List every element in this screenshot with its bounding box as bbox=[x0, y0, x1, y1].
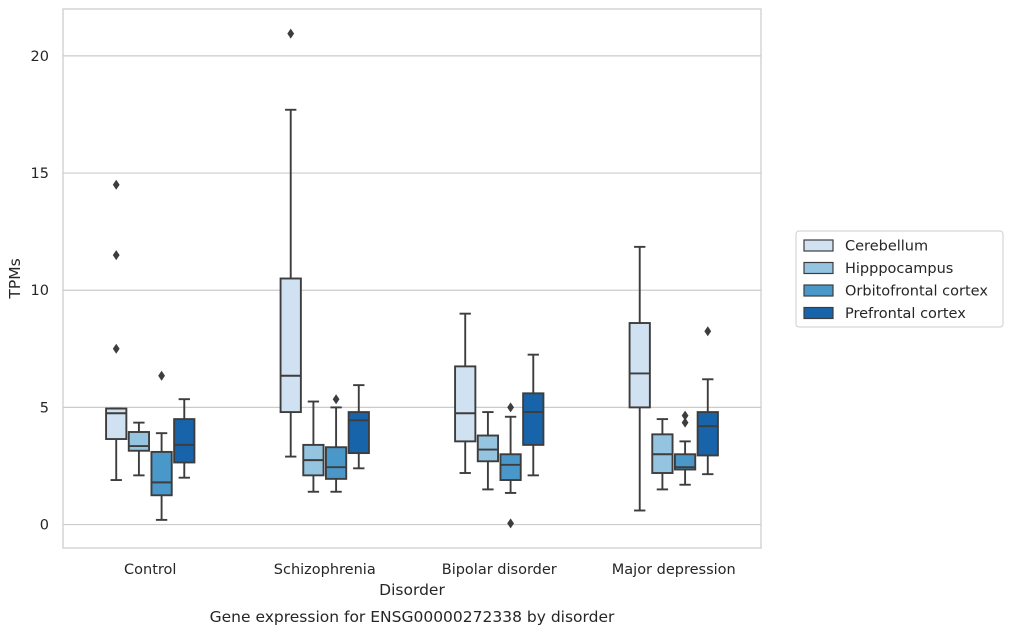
outlier-point bbox=[507, 402, 514, 413]
legend-label: Orbitofrontal cortex bbox=[845, 284, 988, 300]
outlier-point bbox=[158, 370, 165, 381]
outlier-point bbox=[112, 179, 120, 190]
y-tick-label: 20 bbox=[31, 49, 49, 65]
box bbox=[105, 407, 128, 440]
box-group bbox=[454, 312, 545, 529]
outlier-point bbox=[681, 417, 689, 428]
outlier-point bbox=[681, 410, 689, 421]
legend: Cerebellum Hipppocampus Orbitofrontal cort… bbox=[795, 230, 1004, 328]
box bbox=[696, 411, 719, 457]
box bbox=[522, 392, 545, 446]
legend-swatch bbox=[803, 284, 834, 297]
box bbox=[628, 322, 651, 409]
legend-label: Prefrontal cortex bbox=[845, 306, 966, 322]
box bbox=[173, 418, 196, 464]
box-group bbox=[105, 179, 196, 521]
y-tick-label: 10 bbox=[31, 283, 49, 299]
box bbox=[454, 365, 477, 443]
legend-swatch bbox=[803, 239, 834, 252]
legend-swatch bbox=[803, 306, 834, 320]
legend-label: Cerebellum bbox=[845, 239, 928, 255]
y-tick-label: 15 bbox=[31, 166, 49, 182]
plot-frame bbox=[62, 8, 762, 549]
box-group bbox=[628, 245, 719, 512]
outlier-point bbox=[332, 394, 340, 405]
x-tick-label: Schizophrenia bbox=[274, 562, 376, 578]
legend-frame bbox=[795, 230, 1004, 328]
box-groups bbox=[105, 28, 719, 529]
x-axis-label: Disorder bbox=[379, 581, 445, 599]
box bbox=[150, 450, 173, 497]
legend-swatch bbox=[803, 261, 834, 275]
y-tick-label: 0 bbox=[40, 518, 49, 534]
box bbox=[279, 277, 302, 414]
box-group bbox=[279, 28, 370, 493]
y-axis-label: TPMs bbox=[6, 258, 24, 299]
y-tick-labels: 0 5 10 15 20 bbox=[31, 49, 49, 534]
box bbox=[325, 446, 348, 480]
outlier-point bbox=[112, 343, 120, 354]
outlier-point bbox=[112, 250, 120, 261]
x-tick-label: Control bbox=[124, 562, 176, 578]
legend-label: Hipppocampus bbox=[845, 261, 953, 277]
box bbox=[127, 431, 150, 452]
box bbox=[476, 434, 500, 463]
x-tick-label: Bipolar disorder bbox=[442, 562, 557, 578]
y-tick-label: 5 bbox=[40, 400, 49, 416]
outlier-point bbox=[507, 518, 514, 529]
chart-caption: Gene expression for ENSG00000272338 by d… bbox=[210, 608, 615, 626]
outlier-point bbox=[287, 28, 295, 39]
box bbox=[499, 453, 522, 481]
x-tick-label: Major depression bbox=[612, 562, 736, 578]
box bbox=[347, 411, 370, 455]
box bbox=[674, 453, 697, 471]
outlier-point bbox=[704, 326, 712, 337]
x-tick-labels: Control Schizophrenia Bipolar disorder Majo… bbox=[124, 562, 736, 578]
